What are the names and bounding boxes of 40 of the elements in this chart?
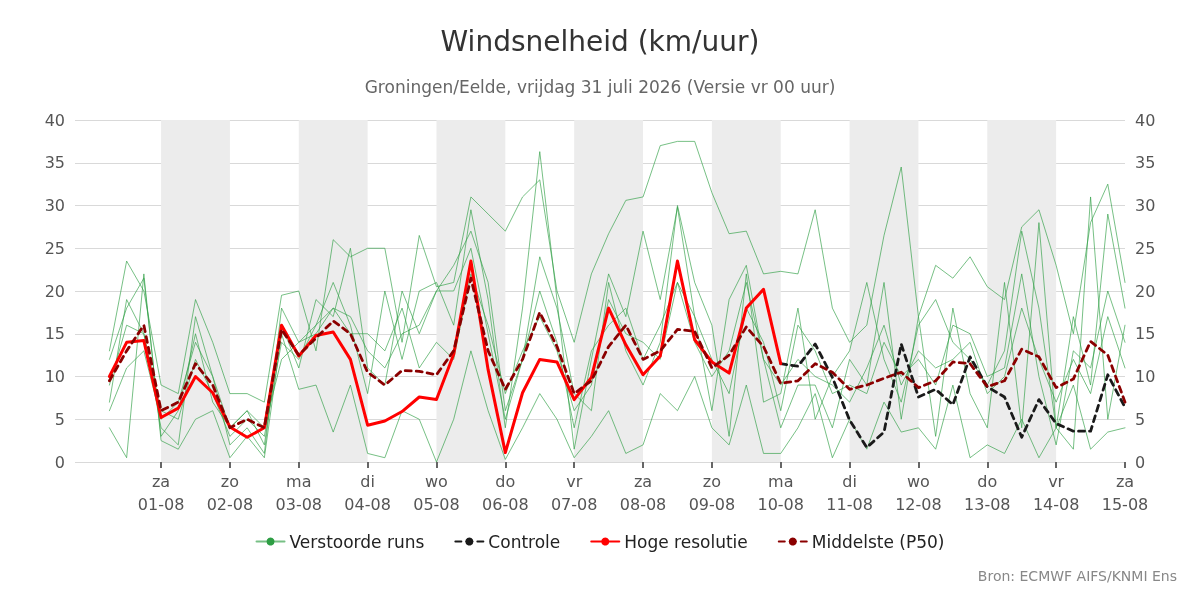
x-tick-label: vr 14-08 <box>1032 472 1080 514</box>
chart-title: Windsnelheid (km/uur) <box>440 24 760 58</box>
legend-label: Hoge resolutie <box>624 531 748 552</box>
legend-label: Verstoorde runs <box>289 531 425 552</box>
x-tick-label: do 06-08 <box>482 472 529 514</box>
y2-tick-label: 5 <box>1135 409 1146 429</box>
y2-tick-label: 35 <box>1135 153 1156 173</box>
y-tick-label: 15 <box>44 324 65 344</box>
y2-tick-label: 0 <box>1135 452 1146 472</box>
x-tick-label: zo 09-08 <box>688 472 736 514</box>
x-tick-label: di 11-08 <box>826 472 873 514</box>
chart-subtitle: Groningen/Eelde, vrijdag 31 juli 2026 (Versie vr 00 uur) <box>364 76 836 97</box>
x-tick-label: wo 12-08 <box>895 472 942 514</box>
text: Bron: ECMWF AIFS/KNMI Ens <box>977 568 1178 584</box>
y-tick-label: 35 <box>44 153 65 173</box>
y-tick-label: 25 <box>44 238 65 258</box>
legend-label: Middelste (P50) <box>811 531 945 552</box>
x-tick-label: di 04-08 <box>344 472 391 514</box>
x-tick-label: zo 02-08 <box>206 472 254 514</box>
y-tick-label: 40 <box>44 110 65 130</box>
x-tick-label: za 08-08 <box>619 472 667 514</box>
x-tick-label: za 01-08 <box>137 472 185 514</box>
y-tick-label: 5 <box>54 409 65 429</box>
y-tick-label: 20 <box>44 281 65 301</box>
legend-label: Controle <box>488 531 561 552</box>
y-tick-label: 30 <box>44 196 65 215</box>
y2-tick-label: 30 <box>1135 196 1156 215</box>
y-tick-label: 10 <box>44 367 65 386</box>
y2-tick-label: 25 <box>1135 238 1156 258</box>
y2-tick-label: 40 <box>1135 110 1156 130</box>
y2-tick-label: 15 <box>1135 324 1156 344</box>
x-tick-label: vr 07-08 <box>550 472 598 514</box>
y2-tick-label: 20 <box>1135 281 1156 301</box>
x-tick-label: wo 05-08 <box>413 472 460 514</box>
x-tick-label: za 15-08 <box>1101 472 1149 514</box>
x-tick-label: ma 10-08 <box>757 472 804 514</box>
x-tick-label: do 13-08 <box>964 472 1011 514</box>
y2-tick-label: 10 <box>1135 367 1156 386</box>
x-tick-label: ma 03-08 <box>275 472 323 514</box>
y-tick-label: 0 <box>54 452 65 472</box>
